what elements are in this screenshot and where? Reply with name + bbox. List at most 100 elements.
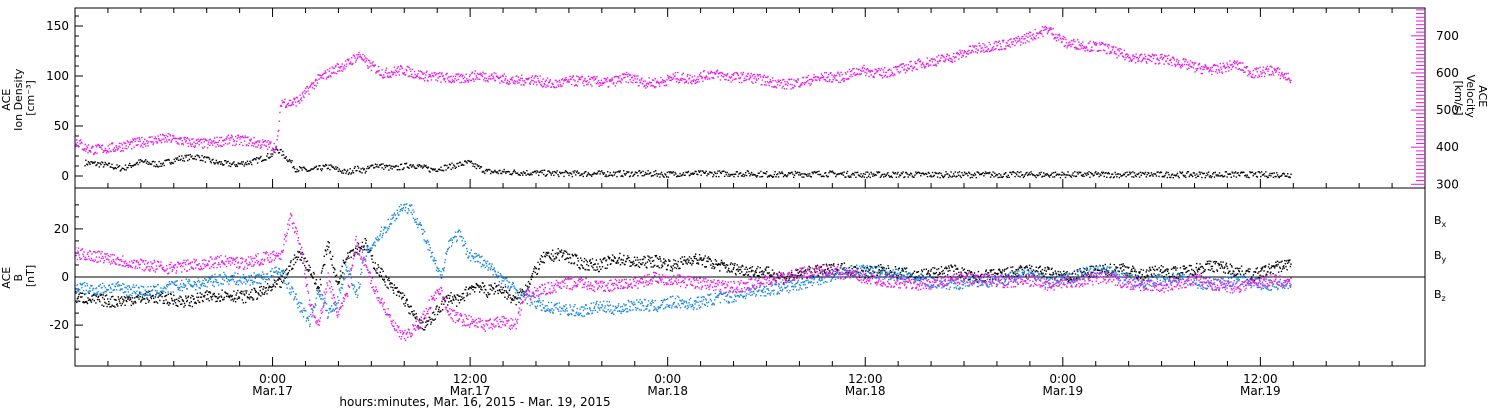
density-series-point	[604, 175, 606, 178]
bx-series-point	[138, 298, 140, 300]
velocity-series-point	[602, 81, 604, 84]
bx-series-point	[236, 298, 238, 300]
density-series-point	[543, 169, 546, 171]
velocity-series-point	[121, 144, 123, 146]
density-series-point	[470, 160, 473, 162]
density-series-point	[1143, 172, 1145, 175]
velocity-series-point	[411, 68, 414, 71]
velocity-series-point	[287, 102, 290, 104]
velocity-series-point	[194, 145, 196, 147]
velocity-series-point	[162, 134, 164, 136]
density-series-point	[1099, 173, 1101, 175]
density-series-point	[996, 174, 999, 176]
velocity-series-point	[748, 77, 751, 80]
bx-series-point	[150, 296, 152, 298]
bx-series-point	[587, 264, 590, 267]
velocity-series-point	[903, 69, 905, 71]
density-series-point	[370, 165, 372, 167]
velocity-series-point	[887, 69, 890, 71]
density-series-point	[915, 171, 917, 173]
bx-series-point	[525, 290, 527, 292]
bx-series-point	[88, 292, 90, 295]
density-series-point	[622, 170, 625, 172]
velocity-series-point	[996, 44, 999, 47]
bx-series-point	[453, 294, 456, 296]
bx-series-point	[325, 250, 327, 252]
velocity-series-point	[1138, 60, 1140, 62]
density-series-point	[1226, 176, 1228, 178]
velocity-series-point	[547, 85, 549, 88]
bx-series-point	[86, 301, 88, 303]
velocity-series-point	[803, 82, 805, 84]
velocity-series-point	[611, 77, 613, 79]
bx-series-point	[108, 301, 110, 303]
bx-series-point	[709, 258, 711, 261]
bx-series-point	[386, 279, 389, 281]
density-series-point	[147, 163, 149, 166]
bx-series-point	[643, 255, 645, 258]
velocity-series-point	[1189, 65, 1191, 67]
bx-series-point	[418, 320, 420, 322]
velocity-series-point	[426, 70, 428, 72]
density-series-point	[1080, 174, 1083, 176]
bx-series-point	[161, 292, 164, 294]
density-series-point	[718, 170, 721, 172]
velocity-series-point	[982, 43, 984, 45]
bx-series-point	[669, 269, 672, 272]
density-series-point	[516, 172, 518, 175]
density-series-point	[449, 164, 452, 166]
density-series-point	[647, 170, 649, 172]
density-series-point	[238, 163, 240, 165]
bx-series-point	[415, 317, 417, 320]
bx-series-point	[90, 301, 93, 303]
velocity-series-point	[1148, 58, 1150, 61]
velocity-series-point	[736, 72, 738, 74]
velocity-series-point	[1064, 36, 1066, 39]
bx-series-point	[237, 289, 239, 292]
bx-series-point	[419, 322, 421, 324]
density-series-point	[851, 174, 853, 176]
density-series-point	[947, 176, 950, 179]
density-series-point	[282, 150, 284, 153]
velocity-series-point	[544, 80, 547, 83]
velocity-series-point	[559, 84, 562, 86]
bx-series-point	[365, 239, 368, 242]
bx-series-point	[622, 259, 625, 261]
velocity-series-point	[326, 76, 328, 79]
density-series-point	[873, 174, 876, 177]
velocity-series-point	[1134, 62, 1137, 64]
velocity-series-point	[531, 79, 533, 82]
velocity-series-point	[960, 52, 962, 55]
bx-series-point	[554, 252, 557, 255]
bx-series-point	[280, 286, 282, 289]
bx-series-point	[498, 284, 500, 286]
b-ytick-label-1: 0	[61, 270, 69, 284]
density-series-point	[391, 168, 393, 170]
density-series-point	[705, 170, 707, 173]
bx-series-point	[500, 292, 503, 294]
density-series-point	[1232, 172, 1234, 174]
velocity-series-point	[85, 148, 88, 150]
density-series-point	[400, 163, 403, 165]
velocity-series-point	[577, 80, 579, 83]
velocity-series-point	[123, 141, 125, 144]
velocity-series-point	[1009, 46, 1012, 48]
bx-series-point	[156, 292, 158, 294]
density-series-point	[703, 172, 706, 174]
density-series-point	[837, 173, 839, 175]
velocity-series-point	[108, 151, 110, 153]
bx-series-point	[622, 262, 624, 264]
density-series-point	[1069, 175, 1072, 178]
density-series-point	[1043, 175, 1046, 177]
velocity-series-point	[1079, 48, 1081, 51]
velocity-series-point	[164, 137, 167, 139]
velocity-series-point	[696, 81, 699, 83]
bx-series-point	[128, 295, 130, 298]
velocity-series-point	[1050, 28, 1053, 31]
velocity-series-point	[486, 79, 489, 82]
density-series-point	[759, 176, 761, 178]
velocity-series-point	[98, 145, 100, 147]
velocity-series-point	[1121, 51, 1123, 54]
bx-series-point	[469, 293, 471, 295]
density-series-point	[989, 171, 991, 174]
